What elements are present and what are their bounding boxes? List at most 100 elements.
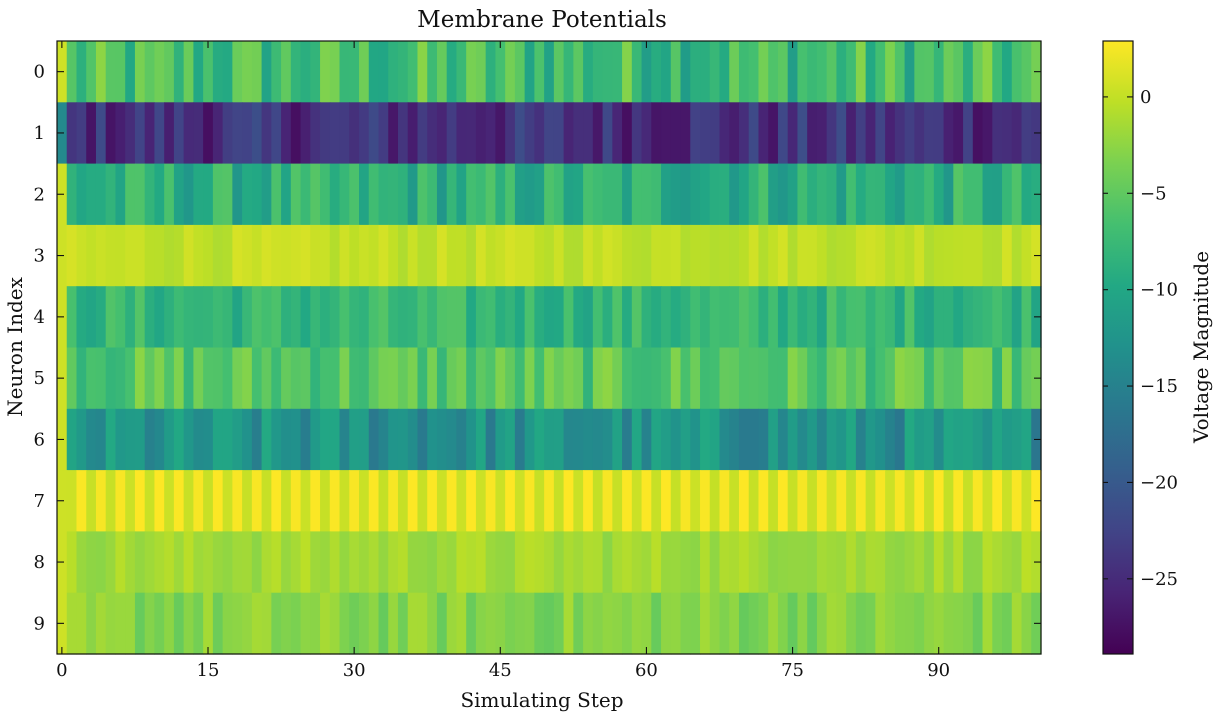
heatmap-cell bbox=[339, 286, 350, 349]
heatmap-cell bbox=[797, 224, 808, 287]
heatmap-cell bbox=[66, 470, 78, 532]
heatmap-cell bbox=[670, 531, 682, 594]
heatmap-cell bbox=[904, 224, 915, 287]
heatmap-cell bbox=[690, 470, 701, 532]
heatmap-cell bbox=[514, 470, 526, 532]
heatmap-cell bbox=[758, 347, 769, 410]
heatmap-cell bbox=[173, 41, 185, 103]
heatmap-cell bbox=[164, 224, 175, 287]
heatmap-cell bbox=[661, 41, 672, 103]
heatmap-cell bbox=[797, 470, 808, 532]
heatmap-cell bbox=[173, 286, 185, 349]
heatmap-cell bbox=[446, 470, 458, 532]
heatmap-cell bbox=[183, 408, 194, 471]
heatmap-cell bbox=[865, 102, 876, 165]
heatmap-cell bbox=[914, 102, 925, 165]
heatmap-cell bbox=[680, 347, 691, 410]
heatmap-cell bbox=[972, 224, 984, 287]
heatmap-cell bbox=[485, 531, 497, 594]
heatmap-cell bbox=[563, 408, 574, 471]
heatmap-cell bbox=[875, 408, 886, 471]
heatmap-cell bbox=[777, 41, 789, 103]
heatmap-cell bbox=[349, 41, 360, 103]
heatmap-cell bbox=[972, 347, 984, 410]
heatmap-cell bbox=[436, 531, 448, 594]
heatmap-cell bbox=[768, 347, 779, 410]
heatmap-cell bbox=[407, 470, 419, 532]
heatmap-cell bbox=[768, 102, 779, 165]
heatmap-cell bbox=[242, 408, 253, 471]
heatmap-cell bbox=[495, 347, 506, 410]
heatmap-cell bbox=[368, 102, 380, 165]
heatmap-cell bbox=[758, 592, 769, 655]
heatmap-cell bbox=[729, 286, 740, 349]
heatmap-cell bbox=[359, 470, 370, 532]
heatmap-cell bbox=[466, 286, 477, 349]
heatmap-cell bbox=[105, 408, 117, 471]
heatmap-cell bbox=[1021, 531, 1032, 594]
heatmap-cell bbox=[661, 408, 672, 471]
heatmap-cell bbox=[544, 470, 555, 532]
heatmap-cell bbox=[349, 531, 360, 594]
heatmap-cell bbox=[281, 41, 292, 103]
heatmap-cell bbox=[534, 408, 545, 471]
heatmap-cell bbox=[115, 41, 126, 103]
heatmap-cell bbox=[563, 102, 574, 165]
heatmap-cell bbox=[865, 41, 876, 103]
heatmap-cell bbox=[125, 592, 136, 655]
heatmap-cell bbox=[875, 592, 886, 655]
heatmap-cell bbox=[875, 470, 886, 532]
heatmap-cell bbox=[855, 286, 867, 349]
heatmap-cell bbox=[397, 347, 409, 410]
heatmap-cell bbox=[222, 163, 233, 226]
heatmap-cell bbox=[807, 470, 818, 532]
heatmap-cell bbox=[963, 224, 974, 287]
heatmap-cell bbox=[193, 408, 204, 471]
heatmap-cell bbox=[105, 224, 117, 287]
heatmap-cell bbox=[495, 408, 506, 471]
heatmap-cell bbox=[397, 408, 409, 471]
heatmap-cell bbox=[417, 102, 428, 165]
heatmap-cell bbox=[212, 163, 224, 226]
heatmap-cell bbox=[125, 347, 136, 410]
heatmap-cell bbox=[894, 102, 906, 165]
heatmap-cell bbox=[933, 102, 945, 165]
heatmap-cell bbox=[242, 163, 253, 226]
heatmap-cell bbox=[212, 470, 224, 532]
heatmap-cell bbox=[661, 470, 672, 532]
heatmap-cell bbox=[232, 470, 243, 532]
heatmap-cell bbox=[816, 41, 828, 103]
heatmap-cell bbox=[729, 408, 740, 471]
heatmap-cell bbox=[680, 408, 691, 471]
heatmap-cell bbox=[622, 41, 633, 103]
heatmap-cell bbox=[125, 408, 136, 471]
heatmap-cell bbox=[914, 531, 925, 594]
heatmap-cell bbox=[183, 531, 194, 594]
heatmap-cell bbox=[95, 531, 107, 594]
heatmap-cell bbox=[963, 163, 974, 226]
heatmap-cell bbox=[368, 592, 380, 655]
heatmap-cell bbox=[407, 286, 419, 349]
heatmap-cell bbox=[544, 531, 555, 594]
heatmap-cell bbox=[436, 163, 448, 226]
heatmap-cell bbox=[826, 470, 837, 532]
heatmap-cell bbox=[855, 224, 867, 287]
heatmap-cell bbox=[651, 531, 662, 594]
heatmap-cell bbox=[320, 163, 331, 226]
heatmap-cell bbox=[271, 102, 282, 165]
heatmap-cell bbox=[485, 102, 497, 165]
heatmap-cell bbox=[865, 592, 876, 655]
heatmap-cell bbox=[670, 286, 682, 349]
heatmap-cell bbox=[777, 286, 789, 349]
heatmap-cell bbox=[797, 41, 808, 103]
heatmap-cell bbox=[846, 41, 857, 103]
heatmap-cell bbox=[105, 163, 117, 226]
heatmap-cell bbox=[222, 224, 233, 287]
heatmap-cell bbox=[115, 470, 126, 532]
heatmap-cell bbox=[885, 347, 896, 410]
heatmap-cell bbox=[1002, 470, 1013, 532]
heatmap-cell bbox=[271, 531, 282, 594]
heatmap-cell bbox=[563, 470, 574, 532]
heatmap-cell bbox=[777, 470, 789, 532]
heatmap-cell bbox=[514, 224, 526, 287]
